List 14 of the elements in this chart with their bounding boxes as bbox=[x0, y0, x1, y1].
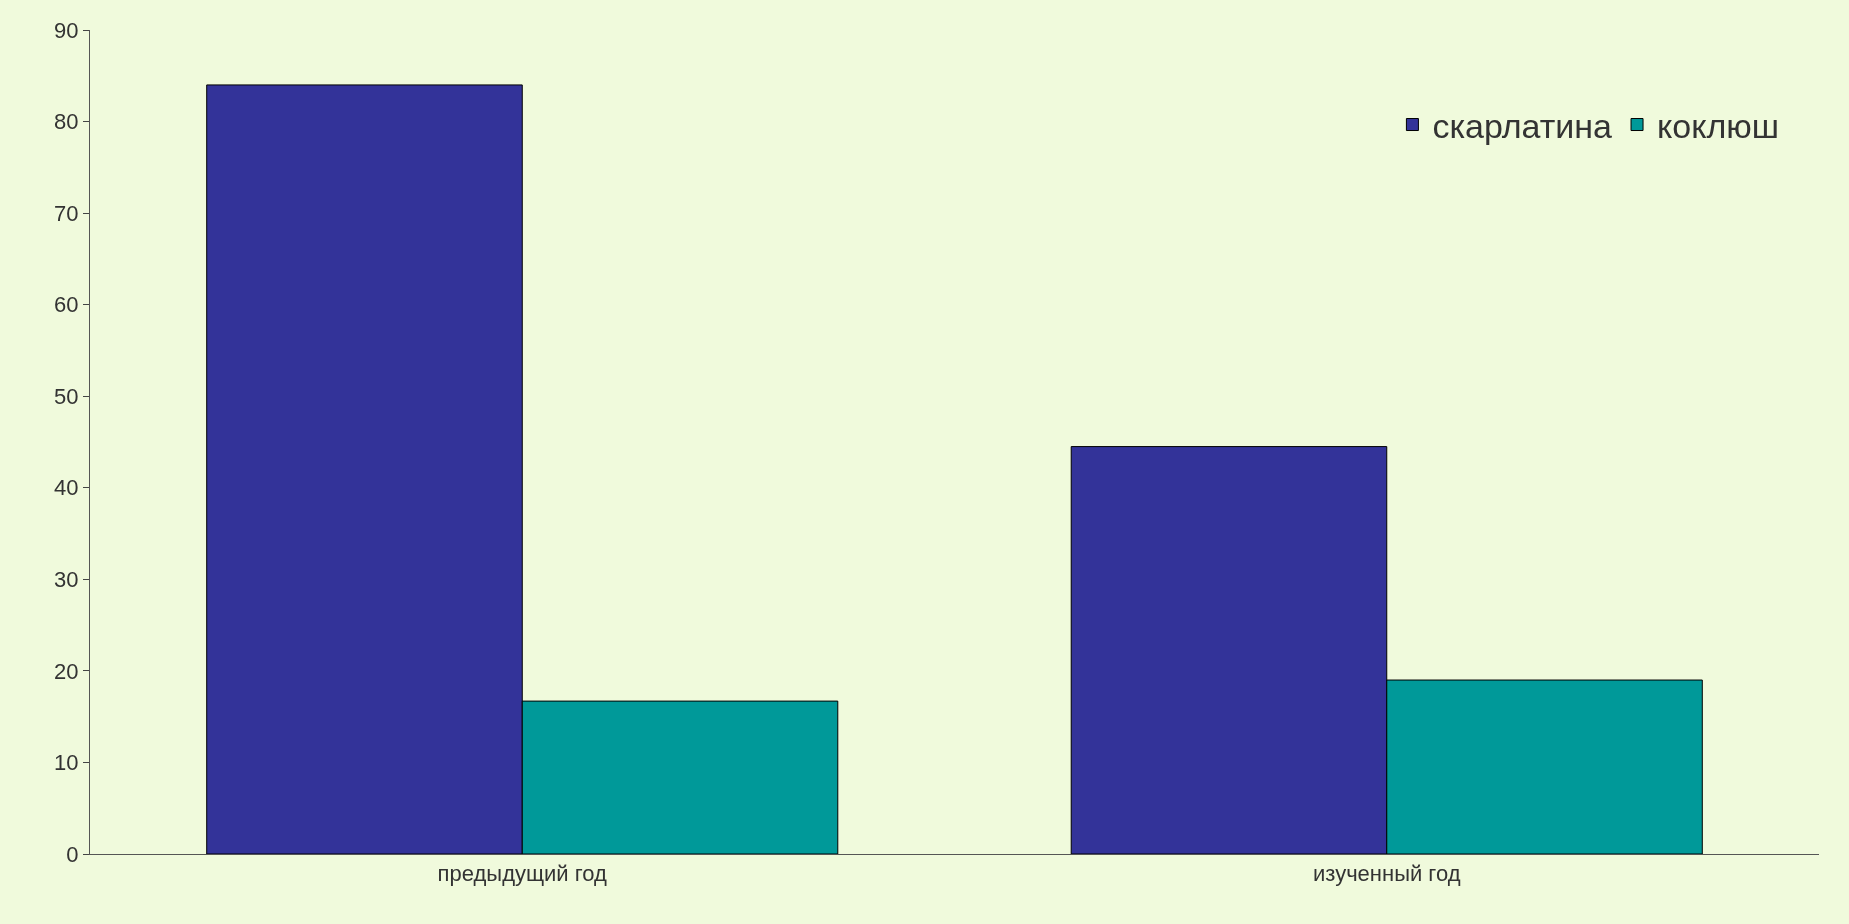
y-tick-label: 30 bbox=[54, 567, 79, 593]
x-tick-label: предыдущий год bbox=[437, 861, 608, 887]
y-tick-label: 80 bbox=[54, 109, 79, 135]
legend-label: скарлатина bbox=[1432, 106, 1613, 145]
y-tick-label: 50 bbox=[54, 383, 79, 409]
legend-label: коклюш bbox=[1657, 106, 1780, 145]
y-tick-label: 10 bbox=[54, 750, 79, 776]
y-tick-label: 40 bbox=[54, 475, 79, 501]
x-tick-label: изученный год bbox=[1313, 861, 1461, 887]
y-tick-label: 70 bbox=[54, 200, 79, 226]
y-tick-label: 20 bbox=[54, 658, 79, 684]
y-tick-label: 90 bbox=[54, 17, 79, 43]
y-tick-label: 60 bbox=[54, 292, 79, 318]
y-tick-label: 0 bbox=[66, 841, 79, 867]
